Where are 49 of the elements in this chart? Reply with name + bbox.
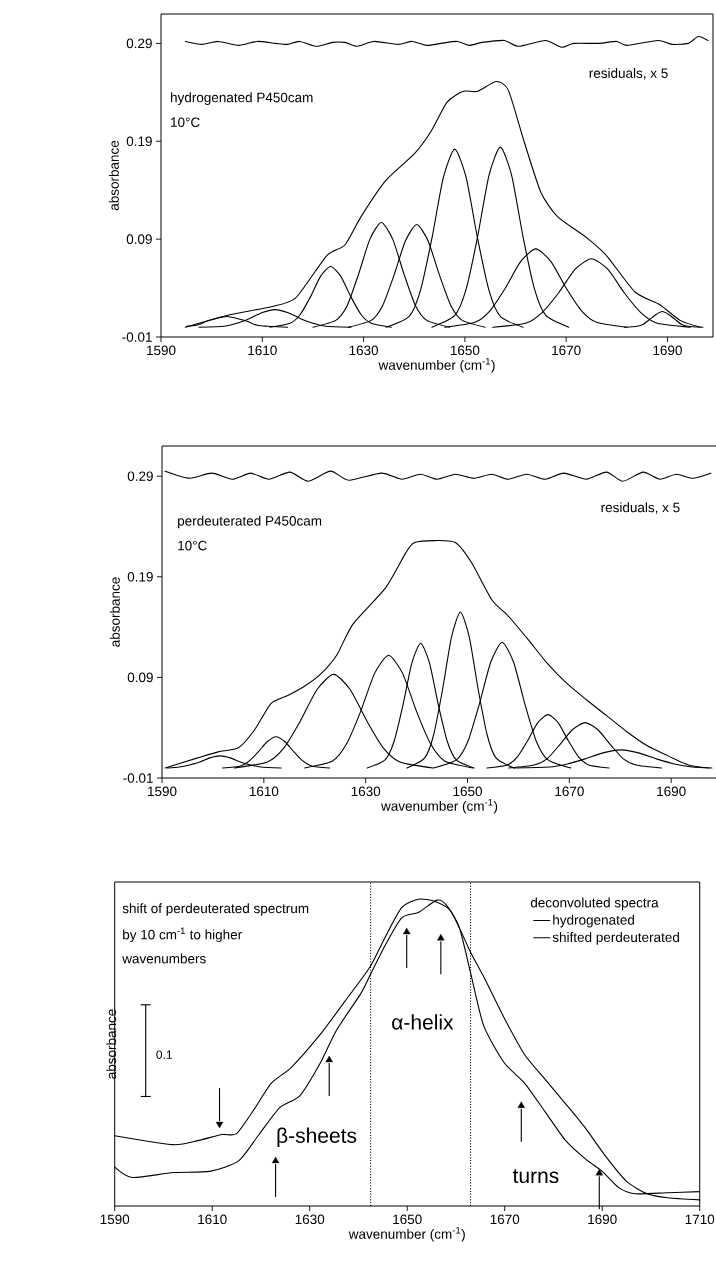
annotation: shift of perdeuterated spectrum	[122, 903, 309, 916]
x-tick-label: 1630	[295, 1214, 325, 1225]
x-tick-label: 1710	[685, 1214, 715, 1225]
y-axis-title: absorbance	[106, 1009, 117, 1079]
annotation: residuals, x 5	[589, 68, 668, 80]
x-tick-label: 1630	[349, 345, 379, 356]
x-tick-label: 1590	[148, 786, 177, 797]
x-tick-label: 1690	[653, 345, 682, 356]
annotation: β-sheets	[277, 1127, 357, 1148]
x-tick-label: 1610	[248, 345, 277, 356]
x-tick-label: 1650	[450, 345, 480, 356]
x-tick-label: 1590	[100, 1214, 130, 1225]
annotation: hydrogenated P450cam	[170, 92, 313, 105]
y-axis-title: absorbance	[108, 140, 119, 211]
annotation: 0.1	[156, 1050, 172, 1059]
annotation: wavenumbers	[122, 953, 206, 964]
annotation: 10°C	[171, 117, 200, 127]
x-tick-label: 1670	[555, 786, 584, 797]
legend-title: deconvoluted spectra	[530, 897, 659, 911]
annotation: by 10 cm$^{-1}$ to higher	[123, 927, 242, 943]
annotation: residuals, x 5	[601, 502, 680, 514]
y-tick-label: 0.19	[126, 136, 152, 147]
y-tick-label: 0.29	[127, 471, 153, 481]
x-tick-label: 1690	[657, 786, 686, 797]
y-tick-label: 0.29	[126, 38, 152, 49]
x-tick-label: 1630	[351, 786, 381, 797]
x-tick-label: 1610	[249, 786, 279, 797]
y-tick-label: 0.09	[126, 234, 152, 244]
x-tick-label: 1650	[393, 1214, 422, 1225]
x-tick-label: 1670	[552, 345, 581, 356]
x-axis-title: wavenumber (cm$^{-1}$)	[348, 1226, 465, 1242]
x-tick-label: 1650	[453, 786, 482, 797]
y-tick-label: 0.19	[127, 572, 153, 582]
annotation: perdeuterated P450cam	[178, 515, 322, 529]
x-axis-title: wavenumber (cm$^{-1}$)	[378, 357, 495, 373]
x-tick-label: 1670	[490, 1214, 520, 1225]
x-axis-title: wavenumber (cm$^{-1}$)	[381, 798, 498, 814]
y-tick-label: -0.01	[122, 332, 152, 342]
legend-label: hydrogenated	[553, 914, 634, 928]
annotation: α-helix	[392, 1014, 454, 1030]
x-tick-label: 1610	[198, 1214, 227, 1225]
x-tick-label: 1690	[588, 1214, 617, 1225]
y-tick-label: 0.09	[127, 672, 153, 683]
legend-label: shifted perdeuterated	[552, 932, 679, 945]
y-axis-title: absorbance	[109, 577, 120, 647]
annotation: 10°C	[178, 540, 207, 551]
y-tick-label: -0.01	[123, 773, 153, 783]
annotation: turns	[512, 1169, 559, 1184]
x-tick-label: 1590	[147, 345, 176, 356]
